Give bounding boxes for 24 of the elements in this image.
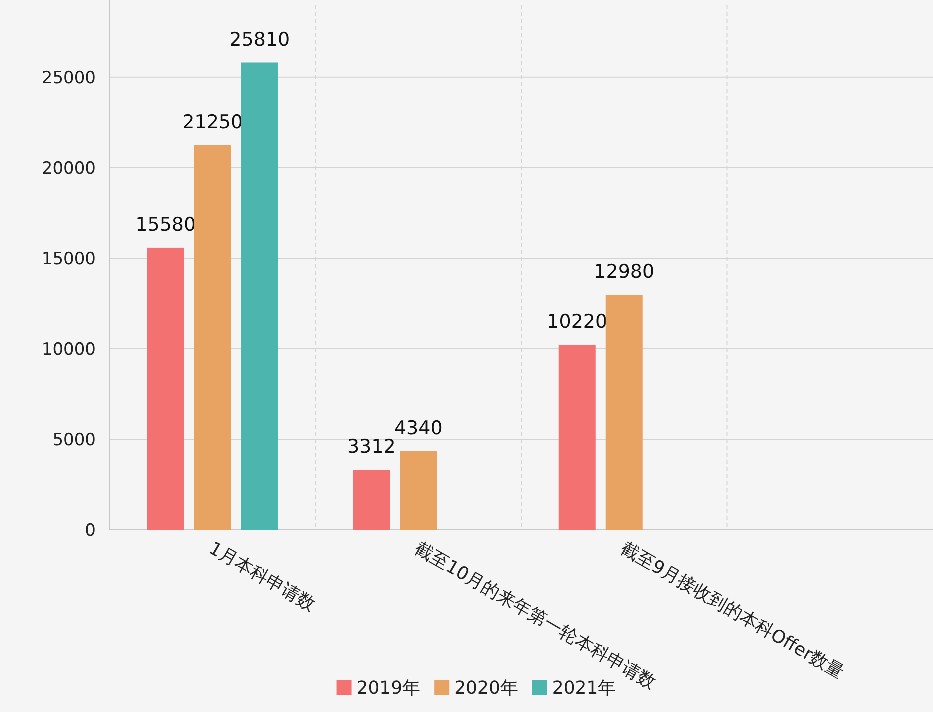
bar: [400, 451, 438, 530]
bar: [353, 470, 390, 530]
legend-label: 2021年: [552, 678, 616, 699]
data-label: 12980: [594, 261, 655, 284]
data-label: 4340: [394, 417, 443, 440]
data-label: 15580: [136, 214, 196, 236]
y-tick-label: 5000: [52, 430, 96, 450]
bar: [147, 248, 184, 530]
legend-label: 2019年: [356, 678, 421, 699]
legend-label: 2020年: [454, 678, 518, 699]
data-label: 3312: [347, 436, 396, 458]
data-label: 21250: [182, 111, 244, 134]
y-tick-label: 15000: [42, 249, 96, 270]
x-tick-label: 1月本科申请数: [205, 538, 320, 616]
y-tick-label: 0: [85, 521, 96, 541]
bar: [194, 145, 232, 530]
bar: [241, 62, 278, 530]
data-label: 25810: [230, 28, 290, 51]
y-tick-label: 25000: [42, 68, 96, 88]
bar: [606, 295, 643, 530]
y-tick-label: 20000: [42, 158, 96, 179]
data-label: 10220: [547, 310, 608, 333]
y-tick-label: 10000: [42, 340, 96, 360]
bar: [558, 344, 596, 530]
